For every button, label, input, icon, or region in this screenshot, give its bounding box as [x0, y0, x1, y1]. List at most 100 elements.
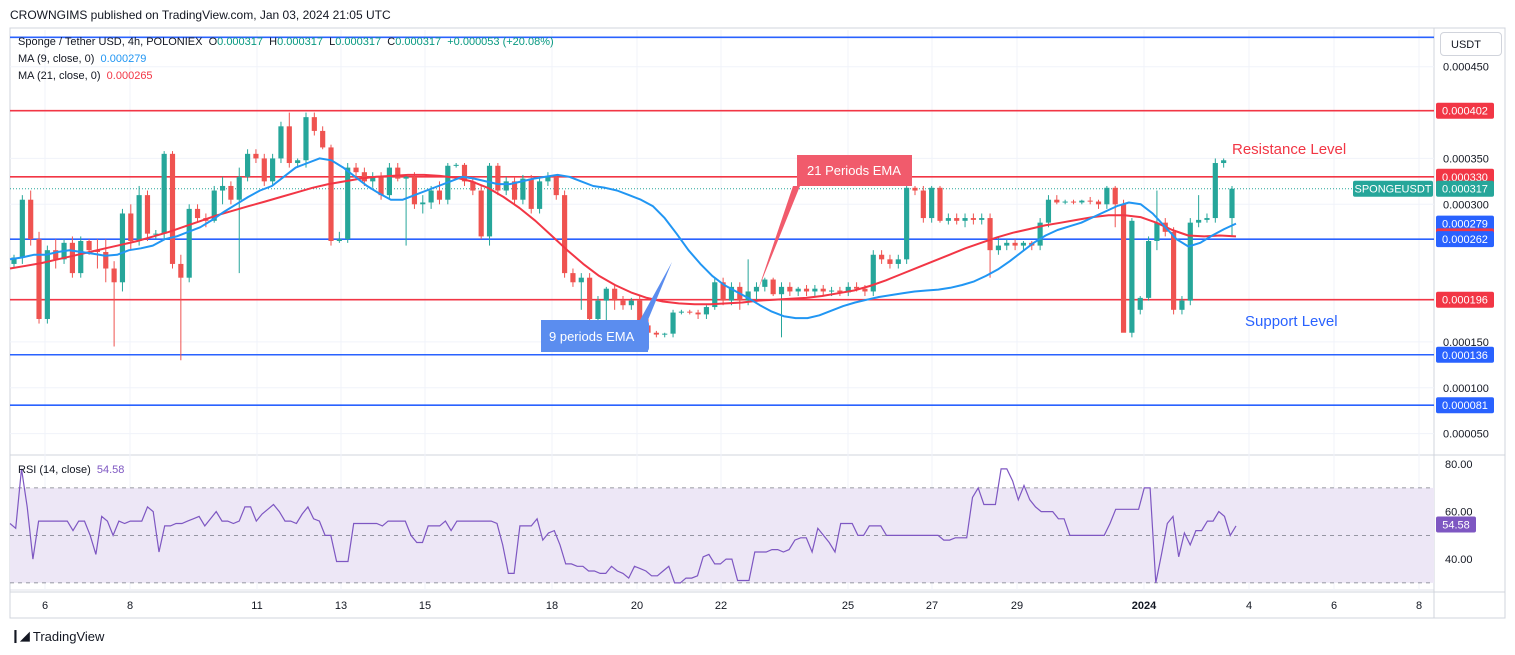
- time-axis-tick: 22: [715, 600, 727, 612]
- candle: [945, 213, 951, 225]
- candle-body: [1196, 219, 1202, 223]
- candle-body: [845, 286, 851, 293]
- price-label: 0.000317: [1436, 180, 1494, 197]
- candle: [1087, 196, 1093, 205]
- candle: [353, 163, 359, 177]
- candle-body: [929, 187, 935, 219]
- ema21-callout-box: [758, 155, 912, 290]
- rsi-axis-tick: 80.00: [1445, 459, 1473, 471]
- candle-body: [303, 117, 309, 161]
- candle-body: [895, 259, 901, 264]
- candle: [486, 163, 493, 246]
- candle-body: [1145, 241, 1152, 298]
- footer-brand-label: TradingView: [32, 628, 105, 644]
- candle-body: [1179, 300, 1185, 310]
- candle: [762, 277, 768, 292]
- price-label: 0.000196: [1436, 291, 1494, 308]
- candle-body: [1070, 201, 1077, 203]
- price-axis-tick: 0.000450: [1443, 62, 1489, 74]
- candle-body: [136, 195, 142, 241]
- price-label-box: [1436, 231, 1494, 248]
- candle-body: [328, 147, 334, 241]
- price-axis-tick: 0.000350: [1443, 153, 1489, 165]
- candle-body: [86, 241, 92, 251]
- legend-open: 0.000317: [217, 36, 264, 48]
- candle-body: [1129, 220, 1135, 333]
- footer-brand[interactable]: ❙◢ TradingView: [10, 628, 104, 644]
- candle: [136, 185, 142, 246]
- candle: [803, 285, 810, 297]
- candle: [620, 296, 626, 310]
- candle: [78, 236, 84, 278]
- candle-body: [795, 288, 801, 292]
- candle: [1204, 213, 1210, 223]
- candle-body: [261, 158, 267, 182]
- candle-body: [712, 282, 718, 308]
- candle: [395, 163, 401, 182]
- price-label: 0.000279: [1436, 215, 1494, 232]
- candle-body: [253, 153, 259, 159]
- rsi-pane: [9, 468, 1434, 584]
- candle-body: [970, 218, 976, 220]
- candle: [1229, 185, 1235, 237]
- candle-body: [820, 288, 826, 292]
- candle: [370, 172, 376, 188]
- candle-body: [511, 181, 518, 200]
- candle-body: [1171, 231, 1177, 310]
- candle-body: [194, 208, 201, 219]
- callouts: Resistance Level Support Level 21 Periods …: [541, 141, 1346, 352]
- candle-body: [1112, 187, 1118, 205]
- candle-body: [128, 213, 134, 241]
- time-axis-tick: 13: [335, 600, 347, 612]
- candle-body: [962, 218, 968, 221]
- candle-body: [995, 245, 1001, 251]
- currency-button[interactable]: USDT: [1440, 32, 1502, 56]
- candle: [1054, 195, 1060, 205]
- candle-body: [1229, 188, 1235, 219]
- candle-body: [228, 185, 234, 200]
- candle: [1187, 218, 1193, 306]
- price-label-text: 0.000279: [1442, 219, 1488, 231]
- time-axis-tick: 27: [926, 600, 938, 612]
- candle-body: [562, 195, 568, 274]
- candle-body: [211, 190, 217, 221]
- candle: [270, 153, 276, 186]
- resistance-label: Resistance Level: [1232, 141, 1346, 158]
- candle: [528, 174, 534, 214]
- candle: [219, 176, 226, 205]
- time-axis-tick: 6: [1331, 600, 1337, 612]
- legend-rsi-value: 54.58: [96, 464, 125, 476]
- moving-averages: [9, 157, 1237, 320]
- candle: [1062, 199, 1068, 205]
- price-label: 0.000136: [1436, 346, 1494, 363]
- candle: [286, 112, 292, 168]
- candle: [1079, 199, 1085, 205]
- candle: [662, 332, 668, 338]
- candle: [103, 239, 109, 283]
- candle: [545, 172, 551, 186]
- candle: [111, 261, 117, 347]
- candle: [895, 254, 901, 269]
- candle: [920, 185, 926, 223]
- candle-body: [1187, 222, 1193, 301]
- candle-body: [245, 153, 251, 177]
- candle: [820, 285, 826, 297]
- candle-body: [153, 233, 159, 235]
- candle-body: [403, 176, 409, 179]
- candle-body: [1079, 200, 1085, 203]
- candle: [1004, 239, 1010, 251]
- candle: [1095, 199, 1102, 209]
- candle-body: [36, 239, 42, 319]
- price-axis-tick: 0.000050: [1443, 429, 1489, 441]
- candle-body: [828, 290, 835, 292]
- candle: [1120, 199, 1127, 333]
- candle: [311, 112, 317, 136]
- candle: [570, 268, 576, 287]
- time-axis-tick: 8: [1416, 600, 1422, 612]
- legend-ma21-row: MA (21, close, 0) 0.000265: [18, 70, 153, 82]
- candle: [228, 181, 234, 205]
- candle: [562, 190, 568, 278]
- candle-body: [570, 273, 576, 283]
- candle: [503, 176, 509, 196]
